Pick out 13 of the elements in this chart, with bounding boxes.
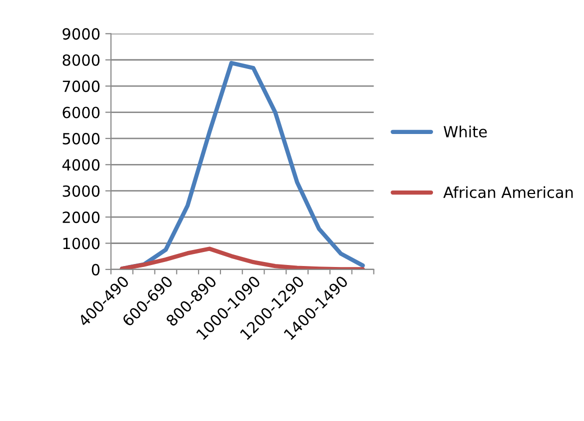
y-tick-label: 4000 [62, 159, 100, 171]
legend-label: White [444, 126, 487, 138]
y-tick-label: 7000 [62, 80, 100, 92]
y-tick-label: 3000 [62, 185, 100, 197]
y-tick-label: 0 [92, 264, 100, 276]
y-tick-label: 1000 [63, 238, 100, 250]
y-tick-label: 5000 [62, 132, 100, 144]
legend-label: African American [443, 186, 573, 198]
y-tick-label: 2000 [62, 212, 100, 224]
y-tick-label: 6000 [62, 106, 100, 118]
y-tick-label: 8000 [62, 54, 100, 66]
line-series [120, 246, 365, 270]
y-tick-label: 9000 [62, 28, 100, 40]
